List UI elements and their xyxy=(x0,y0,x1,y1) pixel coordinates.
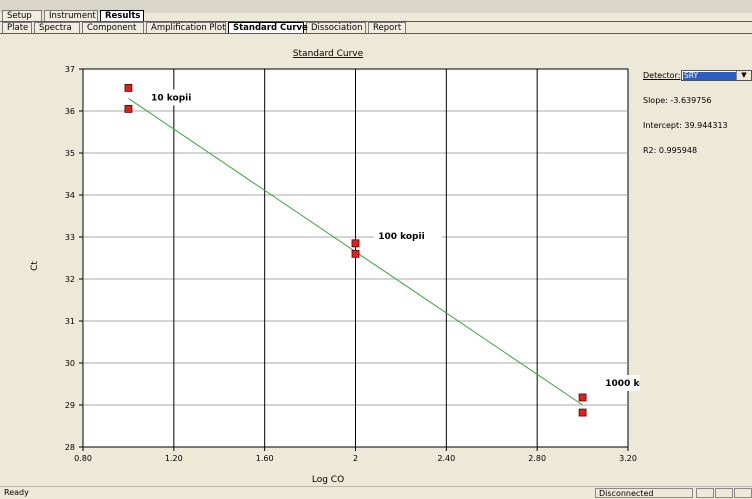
data-point xyxy=(351,249,360,258)
curve-info-panel: Detector: SRY ▼ Slope: -3.639756 Interce… xyxy=(643,70,752,170)
connection-status: Disconnected xyxy=(595,488,693,498)
annotation-1: 10 kopii xyxy=(147,89,209,106)
standard-curve-panel: Standard Curve Log CO Ct 28 29 30 31 32 33 34 3… xyxy=(0,34,752,486)
y-tick-label: 37 xyxy=(65,65,75,74)
x-tick-label: 1.20 xyxy=(165,454,183,463)
annotation-2: 100 kopii xyxy=(374,228,443,244)
detector-select[interactable]: SRY ▼ xyxy=(681,70,752,81)
status-bar: Ready Disconnected xyxy=(0,486,752,499)
tab-results[interactable]: Results xyxy=(100,10,144,21)
r2-value: R2: 0.995948 xyxy=(643,146,698,155)
status-pane-3 xyxy=(734,488,752,498)
x-tick-label: 1.60 xyxy=(256,454,274,463)
x-axis-label: Log CO xyxy=(312,475,344,485)
status-pane-2 xyxy=(715,488,733,498)
y-tick-label: 32 xyxy=(65,275,75,284)
annotation-label: 1000 kopii xyxy=(605,379,640,389)
tab-plate[interactable]: Plate xyxy=(2,22,32,33)
y-tick-label: 33 xyxy=(65,233,75,242)
annotation-background xyxy=(374,228,443,244)
annotation-3: 1000 kopii xyxy=(601,375,640,391)
x-tick-label: 2.80 xyxy=(528,454,546,463)
data-point xyxy=(124,84,133,92)
chart-title: Standard Curve xyxy=(293,49,364,59)
slope-value: Slope: -3.639756 xyxy=(643,96,712,105)
intercept-value: Intercept: 39.944313 xyxy=(643,121,728,130)
status-text: Ready xyxy=(4,488,29,497)
tab-component[interactable]: Component xyxy=(82,22,144,33)
top-band xyxy=(0,0,752,13)
y-tick-label: 30 xyxy=(65,359,75,368)
tab-amplification-plot[interactable]: Amplification Plot xyxy=(146,22,226,33)
x-tick-label: 0.80 xyxy=(74,454,92,463)
tab-report[interactable]: Report xyxy=(368,22,406,33)
annotation-label: 10 kopii xyxy=(151,93,191,103)
y-tick-label: 34 xyxy=(65,191,75,200)
x-tick-label: 2.40 xyxy=(437,454,455,463)
status-pane-1 xyxy=(696,488,714,498)
tab-instrument[interactable]: Instrument xyxy=(44,10,98,21)
tab-standard-curve[interactable]: Standard Curve xyxy=(228,22,308,33)
data-point xyxy=(578,393,587,402)
y-tick-label: 35 xyxy=(65,149,75,158)
standard-curve-chart: Standard Curve Log CO Ct 28 29 30 31 32 33 34 3… xyxy=(30,49,640,485)
y-tick-label: 29 xyxy=(65,401,75,410)
annotation-background xyxy=(147,89,209,106)
chevron-down-icon[interactable]: ▼ xyxy=(736,71,751,80)
x-tick-label: 3.20 xyxy=(619,454,637,463)
sub-tab-divider xyxy=(0,33,752,34)
annotation-label: 100 kopii xyxy=(378,232,424,242)
y-axis-label: Ct xyxy=(30,261,40,271)
data-point xyxy=(351,239,360,248)
y-tick-label: 31 xyxy=(65,317,75,326)
data-point xyxy=(578,408,587,417)
y-tick-label: 28 xyxy=(65,443,75,452)
tab-row-divider xyxy=(0,21,752,22)
data-point xyxy=(124,105,133,113)
y-tick-label: 36 xyxy=(65,107,75,116)
tab-setup[interactable]: Setup xyxy=(2,10,42,21)
tab-spectra[interactable]: Spectra xyxy=(34,22,80,33)
x-tick-label: 2 xyxy=(353,454,358,463)
detector-label: Detector: xyxy=(643,71,681,80)
detector-selected-value: SRY xyxy=(683,72,736,80)
tab-dissociation[interactable]: Dissociation xyxy=(306,22,366,33)
annotation-background xyxy=(601,375,640,391)
